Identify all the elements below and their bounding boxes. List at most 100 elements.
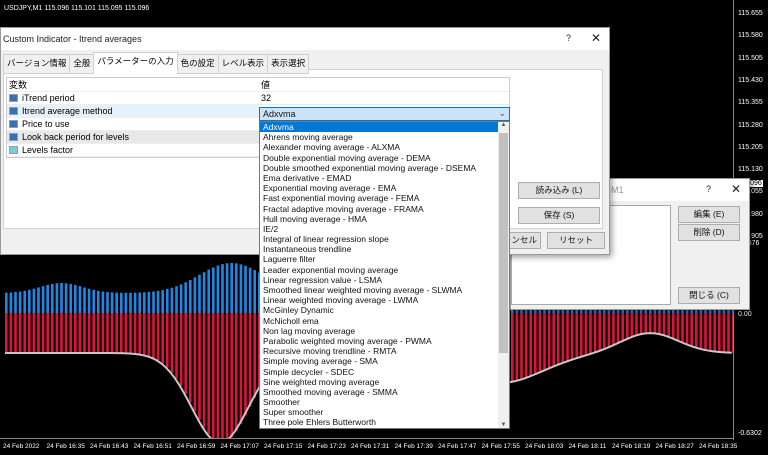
tab-4[interactable]: レベル表示 <box>217 54 269 74</box>
histogram-bar-down <box>607 313 611 348</box>
close-icon[interactable]: ✕ <box>730 182 741 196</box>
price-label: 115.055 <box>738 188 763 196</box>
histogram-bar-down <box>170 313 174 373</box>
average-method-dropdown[interactable]: Adxvma Ahrens moving average Alexander mov… <box>259 121 510 429</box>
dropdown-option[interactable]: Ahrens moving average <box>263 132 353 143</box>
parameter-name-cell: Price to use <box>7 118 259 130</box>
histogram-bar-up <box>193 277 197 313</box>
dropdown-option[interactable]: Sine weighted moving average <box>263 376 380 387</box>
dropdown-option[interactable]: Smoother <box>263 397 300 408</box>
parameter-value[interactable]: 32 <box>261 93 272 103</box>
histogram-bar-up <box>189 279 192 313</box>
dropdown-option[interactable]: Hull moving average - HMA <box>263 213 367 224</box>
help-button[interactable]: ? <box>565 33 571 43</box>
dropdown-option[interactable]: McGinley Dynamic <box>263 305 334 316</box>
save-button[interactable]: 保存 (S) <box>518 207 600 224</box>
scrollbar-thumb[interactable] <box>499 133 508 353</box>
scale-label: 0.00 <box>738 311 752 318</box>
histogram-bar-down <box>566 313 569 362</box>
price-label: 114.980 <box>738 210 763 218</box>
column-header-variable: 変数 <box>9 80 28 90</box>
tab-1[interactable]: 全般 <box>69 54 95 74</box>
dropdown-option[interactable]: IE/2 <box>263 223 279 234</box>
parameter-row[interactable]: Levels factor <box>7 144 509 157</box>
scrollbar[interactable]: ▲ ▼ <box>498 122 509 428</box>
histogram-bar-up <box>713 309 716 313</box>
histogram-bar-up <box>166 289 169 313</box>
histogram-bar-down <box>9 313 13 353</box>
dropdown-option[interactable]: Non lag moving average <box>263 325 356 336</box>
histogram-bar-down <box>14 313 17 353</box>
parameter-row[interactable]: Itrend average method <box>7 105 509 118</box>
histogram-bar-down <box>101 313 105 354</box>
dropdown-option[interactable]: Parabolic weighted moving average - PWMA <box>263 335 432 346</box>
time-label: 24 Feb 17:55 <box>481 443 520 450</box>
tab-3[interactable]: 色の設定 <box>176 54 219 74</box>
time-label: 24 Feb 17:15 <box>264 443 303 450</box>
histogram-bar-up <box>106 292 109 313</box>
dropdown-option[interactable]: Instantaneous trendline <box>263 244 352 255</box>
close-icon[interactable]: ✕ <box>590 31 601 45</box>
dropdown-option[interactable]: Double exponential moving average - DEMA <box>263 152 431 163</box>
dropdown-option[interactable]: Simple moving average - SMA <box>263 356 378 367</box>
dropdown-option[interactable]: Adxvma <box>260 122 498 133</box>
tab-2[interactable]: パラメーターの入力 <box>93 52 178 72</box>
histogram-bar-down <box>152 313 155 359</box>
dropdown-option[interactable]: Smoothed moving average - SMMA <box>263 386 398 397</box>
dropdown-option[interactable]: Fractal adaptive moving average - FRAMA <box>263 203 424 214</box>
help-button[interactable]: ? <box>705 184 711 194</box>
histogram-bar-up <box>607 309 611 313</box>
scroll-down-icon[interactable]: ▼ <box>500 422 507 428</box>
delete-button[interactable]: 削除 (D) <box>678 224 740 241</box>
time-label: 24 Feb 2022 <box>3 443 40 450</box>
histogram-bar-up <box>179 284 183 313</box>
edit-button[interactable]: 編集 (E) <box>678 206 740 223</box>
dropdown-option[interactable]: Ema derivative - EMAD <box>263 172 352 183</box>
histogram-bar-up <box>101 291 105 313</box>
histogram-bar-down <box>64 313 68 354</box>
time-scale[interactable]: 24 Feb 2022 24 Feb 16:35 24 Feb 16:43 24 Fe… <box>0 438 737 455</box>
histogram-bar-up <box>708 308 712 313</box>
histogram-bar-down <box>253 313 256 398</box>
dropdown-option[interactable]: Integral of linear regression slope <box>263 234 389 245</box>
dropdown-option[interactable]: McNicholl ema <box>263 315 319 326</box>
dropdown-option[interactable]: Alexander moving average - ALXMA <box>263 142 401 153</box>
histogram-bar-up <box>722 310 726 313</box>
reset-button[interactable]: リセット <box>547 232 605 249</box>
price-label: 115.505 <box>738 54 763 62</box>
histogram-bar-up <box>41 286 45 313</box>
tab-0[interactable]: バージョン情報 <box>3 54 71 74</box>
histogram-bar-down <box>695 313 698 348</box>
dropdown-option[interactable]: Laguerre filter <box>263 254 316 265</box>
dropdown-option[interactable]: Exponential moving average - EMA <box>263 183 397 194</box>
average-method-select[interactable]: Adxvma ⌄ <box>259 107 510 121</box>
histogram-bar-down <box>106 313 109 354</box>
histogram-bar-up <box>51 283 54 313</box>
dropdown-option[interactable]: Leader exponential moving average <box>263 264 399 275</box>
histogram-bar-down <box>515 313 519 382</box>
parameter-row[interactable]: Price to use <box>7 118 509 131</box>
histogram-bar-down <box>69 313 72 354</box>
dropdown-option[interactable]: Super smoother <box>263 407 324 418</box>
histogram-bar-up <box>97 290 100 313</box>
dropdown-option[interactable]: Recursive moving trendline - RMTA <box>263 346 397 357</box>
histogram-bar-up <box>60 283 63 313</box>
dropdown-option[interactable]: Simple decycler - SDEC <box>263 366 355 377</box>
dropdown-option[interactable]: Linear weighted moving average - LWMA <box>263 295 419 306</box>
close-button[interactable]: 閉じる (C) <box>678 287 740 304</box>
parameter-row[interactable]: iTrend period 32 <box>7 92 509 105</box>
scroll-up-icon[interactable]: ▲ <box>500 122 507 128</box>
histogram-bar-down <box>635 313 638 336</box>
dropdown-option[interactable]: Smoothed linear weighted moving average … <box>263 285 463 295</box>
tab-5[interactable]: 表示選択 <box>267 54 310 74</box>
load-button[interactable]: 読み込み (L) <box>518 182 600 199</box>
histogram-bar-up <box>230 263 233 313</box>
dropdown-option[interactable]: Three pole Ehlers Butterworth <box>263 417 376 428</box>
dropdown-option[interactable]: Fast exponential moving average - FEMA <box>263 193 420 204</box>
time-label: 24 Feb 16:51 <box>133 443 172 450</box>
dropdown-option[interactable]: Double smoothed exponential moving avera… <box>263 162 477 173</box>
histogram-bar-down <box>221 313 224 438</box>
histogram-bar-down <box>28 313 31 353</box>
histogram-bar-down <box>662 313 666 335</box>
dropdown-option[interactable]: Linear regression value - LSMA <box>263 274 383 285</box>
